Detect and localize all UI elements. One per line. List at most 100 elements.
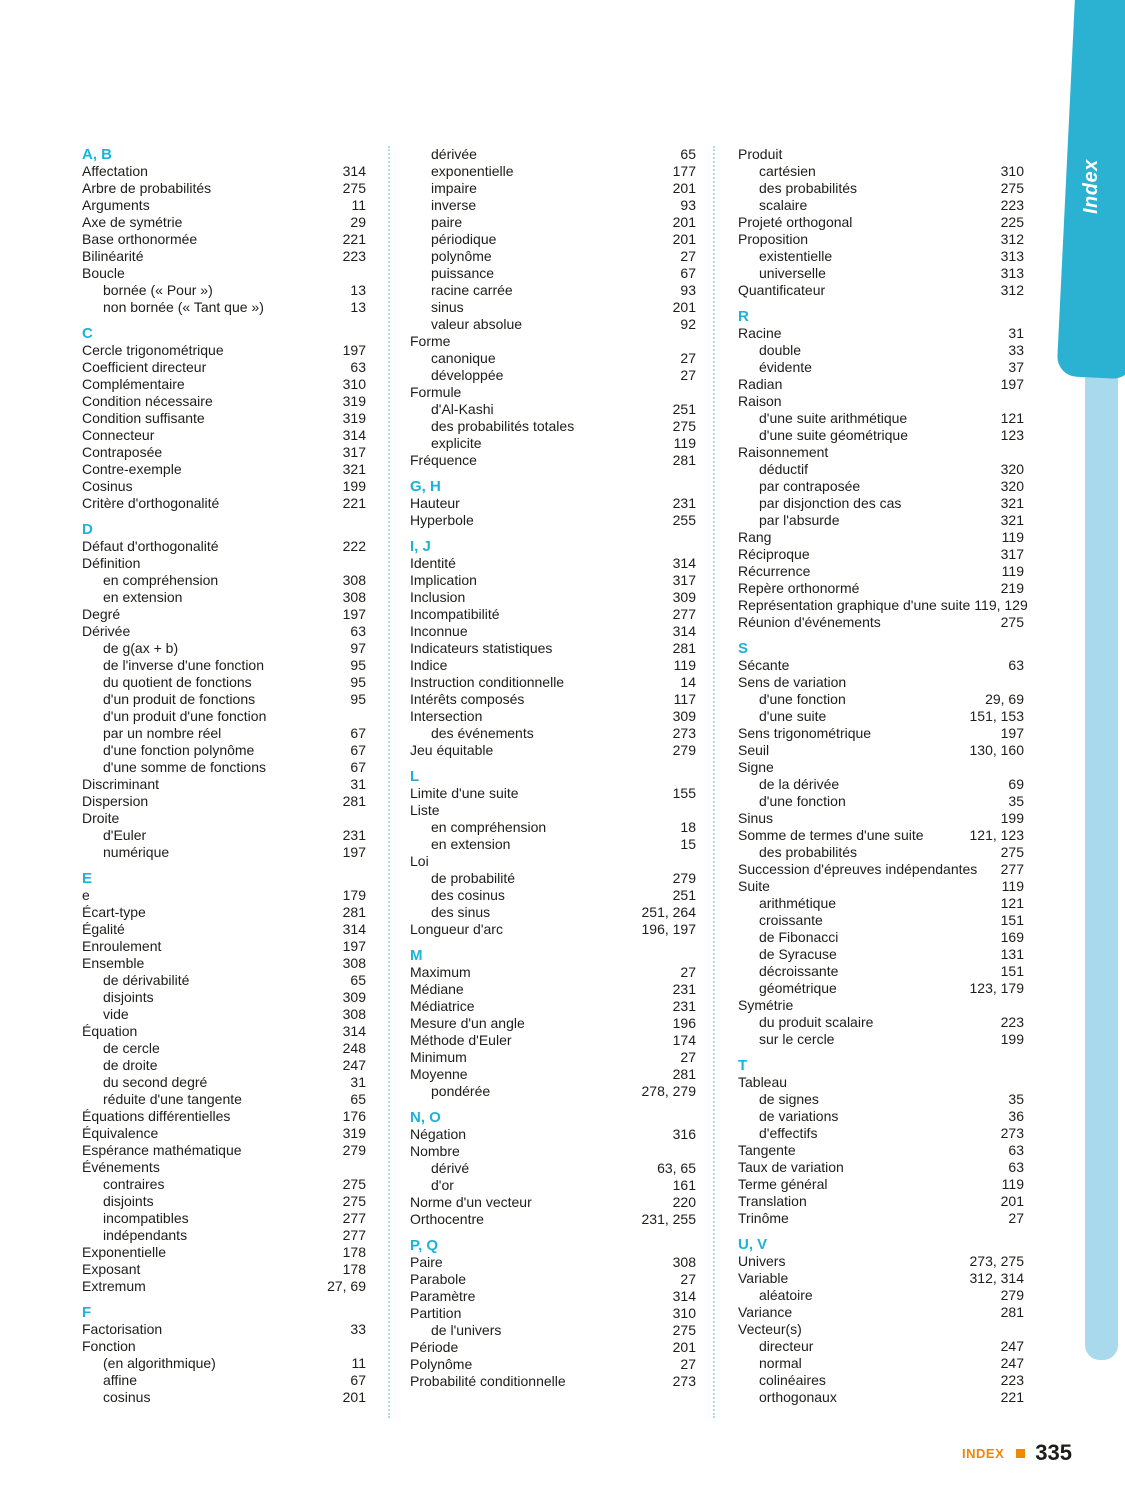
entry-label: inverse — [431, 197, 477, 213]
index-entry: Hyperbole 255 — [410, 512, 696, 529]
section-letter: S — [738, 640, 749, 657]
index-entry: par disjonction des cas 321 — [738, 495, 1024, 512]
index-entry: explicite 119 — [410, 435, 696, 452]
index-entry: e 179 — [82, 887, 366, 904]
index-entry: racine carrée 93 — [410, 282, 696, 299]
entry-label: Bilinéarité — [82, 248, 144, 264]
index-entry: Affectation 314 — [82, 163, 366, 180]
entry-page-number: 231 — [672, 495, 696, 511]
entry-label: d'une suite géométrique — [759, 427, 908, 443]
entry-page-number: 281 — [1000, 1304, 1024, 1320]
entry-label: des probabilités totales — [431, 418, 575, 434]
entry-page-number: 37 — [1008, 359, 1024, 375]
entry-label: canonique — [431, 350, 496, 366]
entry-label: Défaut d'orthogonalité — [82, 538, 219, 554]
entry-label: Indice — [410, 657, 448, 673]
entry-label: Vecteur(s) — [738, 1321, 802, 1337]
entry-label: Arguments — [82, 197, 150, 213]
index-entry: de cercle 248 — [82, 1040, 366, 1057]
entry-label: d'un produit d'une fonction — [103, 708, 267, 724]
index-entry: Équivalence 319 — [82, 1125, 366, 1142]
index-entry: contraires 275 — [82, 1176, 366, 1193]
index-entry: Coefficient directeur 63 — [82, 359, 366, 376]
entry-label: Parabole — [410, 1271, 467, 1287]
index-entry: Équation 314 — [82, 1023, 366, 1040]
entry-label: Signe — [738, 759, 774, 775]
index-entry: d'Al-Kashi 251 — [410, 401, 696, 418]
index-entry: Définition — [82, 555, 366, 572]
index-entry: Longueur d'arc 196, 197 — [410, 921, 696, 938]
index-entry: incompatibles 277 — [82, 1210, 366, 1227]
entry-label: explicite — [431, 435, 482, 451]
entry-page-number: 196 — [672, 1015, 696, 1031]
entry-page-number: 312 — [1000, 231, 1024, 247]
entry-page-number: 281 — [342, 793, 366, 809]
entry-page-number: 93 — [680, 282, 696, 298]
index-entry: par l'absurde 321 — [738, 512, 1024, 529]
entry-label: valeur absolue — [431, 316, 523, 332]
index-entry: Polynôme 27 — [410, 1356, 696, 1373]
entry-page-number: 197 — [342, 938, 366, 954]
index-entry: Racine 31 — [738, 325, 1024, 342]
index-entry: Arguments 11 — [82, 197, 366, 214]
section-letter: U, V — [738, 1236, 768, 1253]
entry-page-number: 201 — [342, 1389, 366, 1405]
entry-label: Sens trigonométrique — [738, 725, 872, 741]
entry-label: disjoints — [103, 989, 154, 1005]
entry-label: Condition nécessaire — [82, 393, 213, 409]
entry-label: Équivalence — [82, 1125, 159, 1141]
entry-page-number: 178 — [342, 1244, 366, 1260]
entry-label: d'effectifs — [759, 1125, 818, 1141]
entry-page-number: 151 — [1000, 912, 1024, 928]
entry-page-number: 223 — [1000, 197, 1024, 213]
entry-page-number: 27 — [680, 1356, 696, 1372]
entry-label: cartésien — [759, 163, 816, 179]
entry-label: impaire — [431, 180, 477, 196]
entry-page-number: 231, 255 — [641, 1211, 697, 1227]
section-letter: C — [82, 325, 93, 342]
entry-label: Taux de variation — [738, 1159, 844, 1175]
entry-label: aléatoire — [759, 1287, 813, 1303]
entry-page-number: 231 — [672, 998, 696, 1014]
entry-label: Exposant — [82, 1261, 141, 1277]
entry-label: géométrique — [759, 980, 837, 996]
index-entry: de droite 247 — [82, 1057, 366, 1074]
index-entry: de signes 35 — [738, 1091, 1024, 1108]
index-entry: Exposant 178 — [82, 1261, 366, 1278]
entry-page-number: 320 — [1000, 461, 1024, 477]
index-entry: géométrique 123, 179 — [738, 980, 1024, 997]
index-entry: Implication 317 — [410, 572, 696, 589]
index-entry: aléatoire 279 — [738, 1287, 1024, 1304]
index-entry: Sinus 199 — [738, 810, 1024, 827]
entry-label: d'une fonction polynôme — [103, 742, 255, 758]
index-entry: Partition 310 — [410, 1305, 696, 1322]
index-entry: Extremum 27, 69 — [82, 1278, 366, 1295]
index-entry: directeur 247 — [738, 1338, 1024, 1355]
index-entry: Translation 201 — [738, 1193, 1024, 1210]
entry-label: indépendants — [103, 1227, 188, 1243]
entry-label: Représentation graphique d'une suite — [738, 597, 971, 613]
entry-page-number: 29 — [350, 214, 366, 230]
entry-label: d'une fonction — [759, 691, 846, 707]
entry-label: par un nombre réel — [103, 725, 222, 741]
index-entry: Liste — [410, 802, 696, 819]
index-entry: Inconnue 314 — [410, 623, 696, 640]
entry-page-number: 177 — [672, 163, 696, 179]
index-entry: Discriminant 31 — [82, 776, 366, 793]
entry-label: du second degré — [103, 1074, 208, 1090]
index-entry: d'or 161 — [410, 1177, 696, 1194]
entry-label: d'Al-Kashi — [431, 401, 494, 417]
index-entry: Tangente 63 — [738, 1142, 1024, 1159]
entry-label: de droite — [103, 1057, 158, 1073]
index-column-3: Produit cartésien 310 des probabilités 275 sc… — [738, 146, 1028, 1406]
entry-label: Translation — [738, 1193, 807, 1209]
index-entry: Formule — [410, 384, 696, 401]
entry-label: paire — [431, 214, 463, 230]
index-entry: Loi — [410, 853, 696, 870]
entry-label: de signes — [759, 1091, 819, 1107]
index-section: F Factorisation 33 Fonction (en algorithmiqu… — [82, 1304, 366, 1406]
section-letter: D — [82, 521, 93, 538]
entry-page-number: 281 — [672, 452, 696, 468]
index-entry: dérivée 65 — [410, 146, 696, 163]
